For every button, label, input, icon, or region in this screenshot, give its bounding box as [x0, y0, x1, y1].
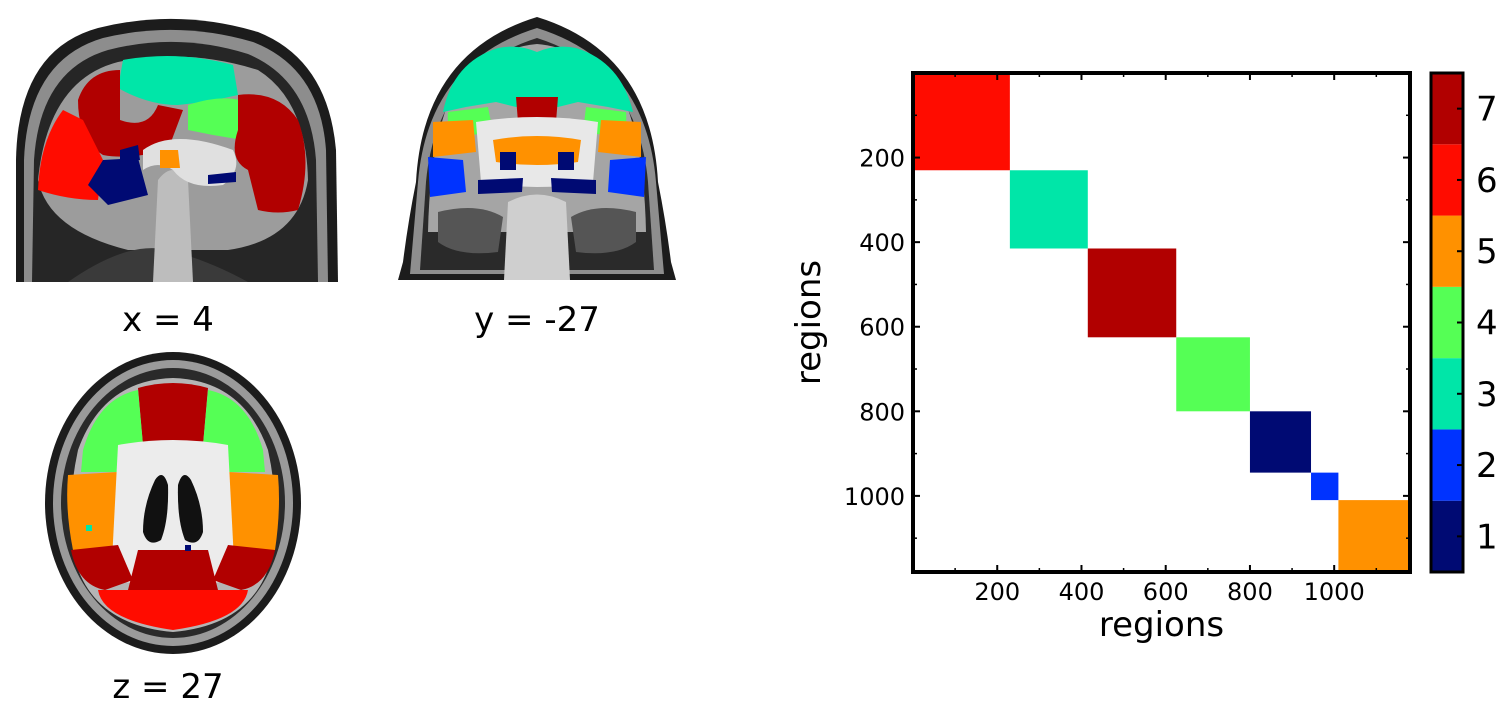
- colorbar-tick-label: 1: [1476, 517, 1498, 557]
- y-tick-label: 400: [859, 229, 905, 257]
- colorbar-tick-label: 7: [1476, 90, 1498, 130]
- coronal-slice-label: y = -27: [474, 300, 600, 340]
- colorbar-tick-label: 4: [1476, 304, 1498, 344]
- matrix-block-5: [1249, 411, 1312, 473]
- sagittal-slice-label: x = 4: [122, 300, 214, 340]
- matrix-block-2: [1009, 170, 1088, 249]
- x-axis-label: regions: [1099, 605, 1224, 645]
- matrix-block-7: [1338, 500, 1410, 572]
- colorbar-tick-label: 3: [1476, 375, 1498, 415]
- y-tick-label: 600: [859, 314, 905, 342]
- axial-brain-slice: [43, 350, 303, 656]
- x-tick-label: 600: [1143, 578, 1189, 606]
- colorbar-tick-label: 6: [1476, 161, 1498, 201]
- colorbar-tick-label: 2: [1476, 446, 1498, 486]
- x-tick-label: 800: [1227, 578, 1273, 606]
- y-tick-label: 800: [859, 398, 905, 426]
- y-tick-label: 200: [859, 145, 905, 173]
- y-tick-label: 1000: [844, 483, 905, 511]
- x-tick-label: 1000: [1304, 578, 1365, 606]
- sagittal-brain-slice: [8, 10, 338, 282]
- x-tick-label: 200: [974, 578, 1020, 606]
- matrix-block-6: [1311, 472, 1339, 501]
- matrix-block-4: [1176, 337, 1250, 412]
- colorbar-tick-label: 5: [1476, 232, 1498, 272]
- axial-slice-label: z = 27: [112, 667, 224, 707]
- y-axis-label: regions: [789, 260, 829, 385]
- matrix-block-1: [913, 73, 1010, 171]
- x-tick-label: 400: [1059, 578, 1105, 606]
- plot-frame: [911, 71, 1412, 574]
- coronal-brain-slice: [398, 12, 676, 280]
- matrix-block-3: [1087, 248, 1177, 338]
